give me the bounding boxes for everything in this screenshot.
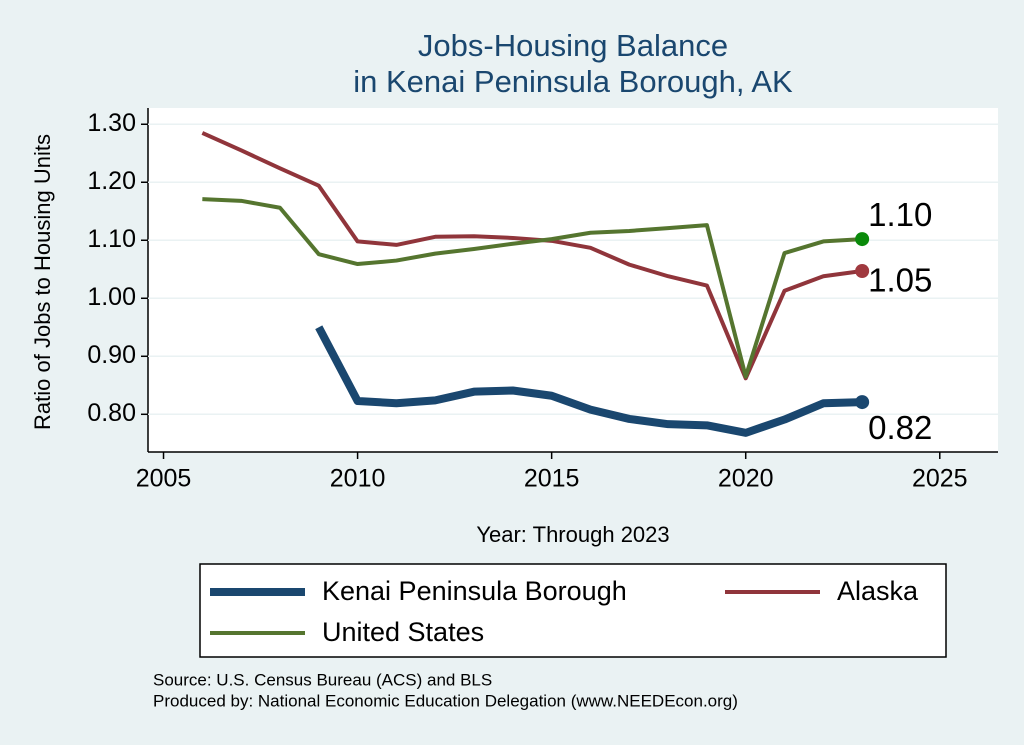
x-tick-label: 2025	[912, 465, 968, 493]
plot-area	[148, 108, 998, 452]
legend-label: Alaska	[837, 576, 919, 606]
end-point	[855, 395, 870, 410]
y-tick-label: 0.90	[87, 341, 136, 369]
y-tick-label: 1.10	[87, 225, 136, 253]
series-line	[201, 131, 863, 381]
y-tick-label: 1.00	[87, 283, 136, 311]
legend-box	[199, 563, 947, 658]
x-tick-label: 2010	[330, 465, 386, 493]
source-note: Source: U.S. Census Bureau (ACS) and BLS	[153, 670, 492, 689]
end-label: 1.05	[868, 262, 932, 299]
y-tick-label: 0.80	[87, 399, 136, 427]
chart-title: Jobs-Housing Balance	[418, 28, 728, 63]
end-point	[855, 232, 870, 247]
chart-title: in Kenai Peninsula Borough, AK	[353, 64, 793, 99]
y-tick-label: 1.20	[87, 167, 136, 195]
source-note: Produced by: National Economic Education…	[153, 691, 738, 710]
x-axis-label: Year: Through 2023	[476, 522, 669, 547]
y-axis-label: Ratio of Jobs to Housing Units	[30, 134, 55, 430]
series-line	[202, 197, 863, 379]
legend-label: United States	[322, 617, 484, 647]
y-tick-label: 1.30	[87, 109, 136, 137]
legend-label: Kenai Peninsula Borough	[322, 576, 627, 606]
x-tick-label: 2020	[718, 465, 774, 493]
end-label: 0.82	[868, 409, 932, 446]
x-tick-label: 2015	[524, 465, 580, 493]
end-point	[855, 264, 870, 279]
end-label: 1.10	[868, 196, 932, 233]
x-tick-label: 2005	[136, 465, 192, 493]
series-line	[315, 325, 863, 437]
